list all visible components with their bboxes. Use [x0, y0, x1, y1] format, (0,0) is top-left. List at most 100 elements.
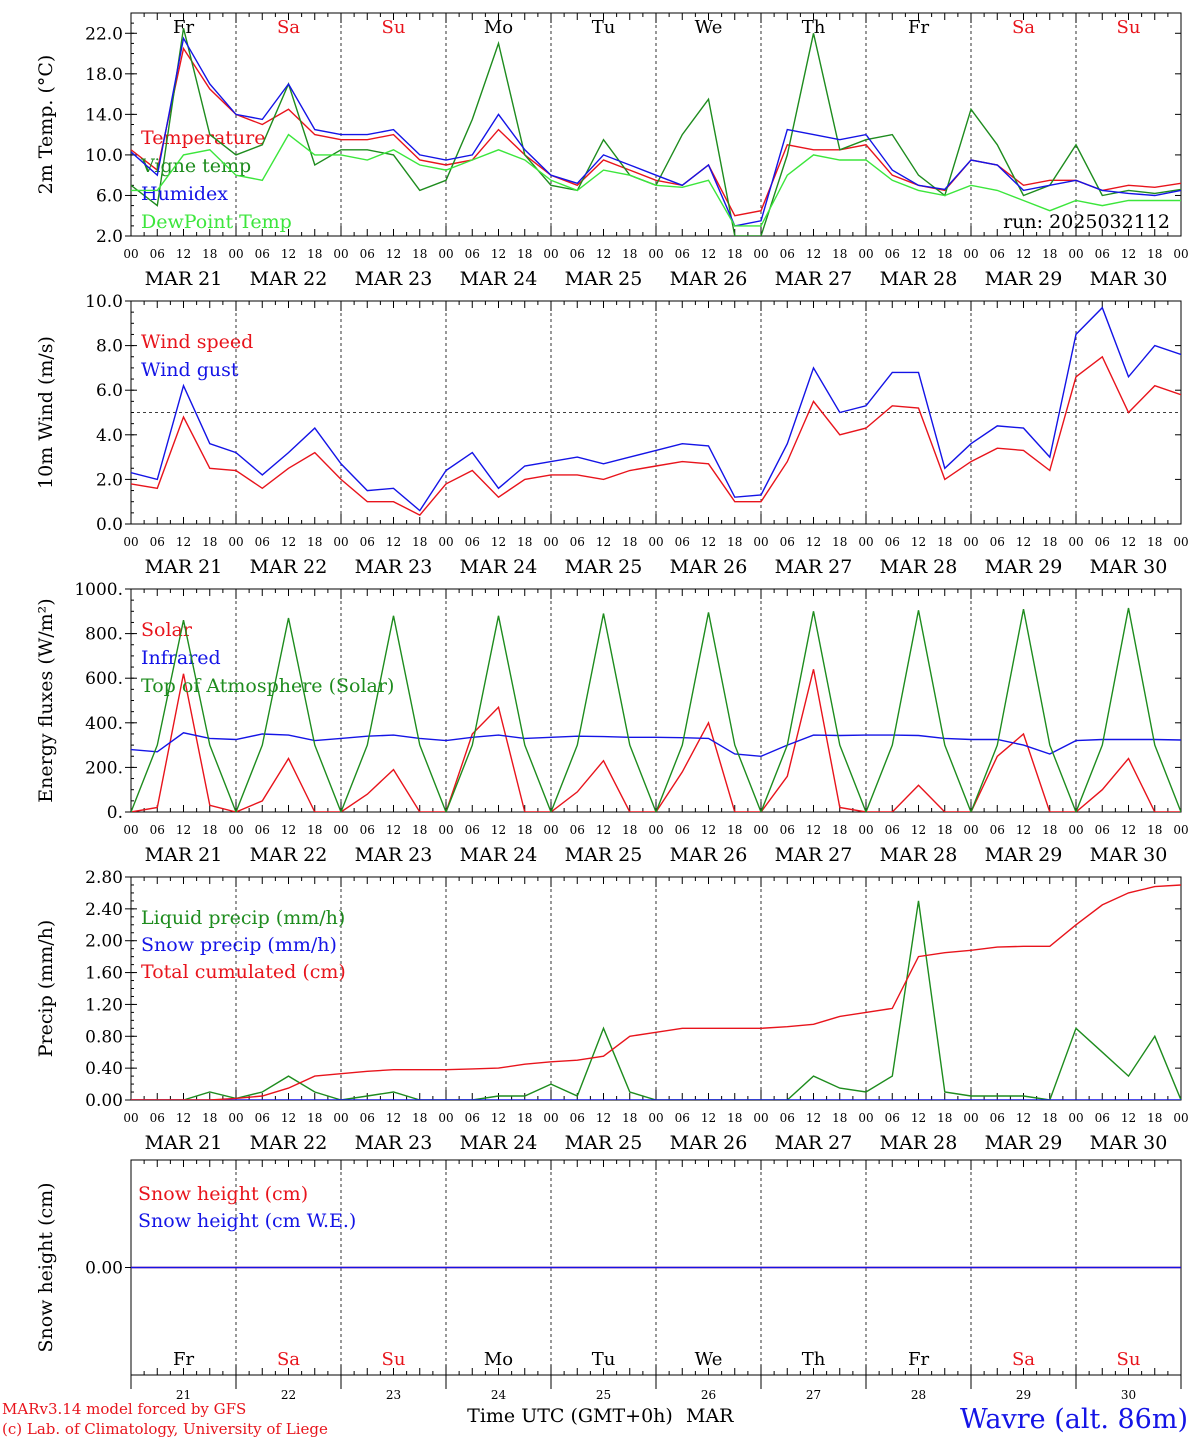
hour-label: 12: [911, 535, 926, 549]
hour-label: 12: [911, 247, 926, 261]
date-label: MAR 24: [460, 1132, 538, 1154]
hour-label: 00: [438, 1111, 453, 1125]
y-tick-label: 0.00: [85, 1091, 123, 1111]
hour-label: 12: [386, 247, 401, 261]
day-number-label: 29: [1016, 1388, 1031, 1402]
legend-entry: DewPoint Temp: [141, 211, 292, 233]
hour-label: 00: [333, 1111, 348, 1125]
hour-label: 18: [202, 1111, 217, 1125]
date-label: MAR 21: [145, 556, 223, 578]
hour-label: 18: [1042, 535, 1057, 549]
hour-label: 00: [228, 1111, 243, 1125]
hour-label: 12: [281, 535, 296, 549]
hour-label: 18: [307, 247, 322, 261]
date-label: MAR 30: [1090, 844, 1168, 866]
y-tick-label: 10.0: [85, 146, 123, 166]
date-label: MAR 22: [250, 1132, 328, 1154]
hour-label: 00: [543, 535, 558, 549]
hour-label: 12: [701, 1111, 716, 1125]
hour-label: 12: [701, 247, 716, 261]
date-label: MAR 21: [145, 844, 223, 866]
panel-1: 22.0 18.0 14.0 10.0 6.0 2.0 2m Temp. (°C) 00 06 1…: [35, 12, 1189, 290]
day-number-label: 30: [1121, 1388, 1136, 1402]
y-tick-label: 1.20: [85, 995, 123, 1015]
hour-label: 18: [307, 823, 322, 837]
day-number-label: 27: [806, 1388, 821, 1402]
hour-label: 00: [543, 823, 558, 837]
hour-label: 06: [570, 535, 585, 549]
hour-label: 18: [307, 1111, 322, 1125]
hour-label: 06: [360, 535, 375, 549]
date-label: MAR 27: [775, 556, 853, 578]
hour-label: 18: [1147, 1111, 1162, 1125]
weekday-label: Su: [382, 17, 406, 38]
date-label: MAR 26: [670, 556, 748, 578]
hour-label: 12: [806, 535, 821, 549]
date-label: MAR 25: [565, 268, 643, 290]
model-credit: MARv3.14 model forced by GFS: [2, 1400, 246, 1418]
hour-label: 18: [727, 247, 742, 261]
hour-label: 00: [1173, 823, 1188, 837]
weekday-label: Tu: [592, 17, 616, 38]
panel-5: 0.00 Snow height (cm) Fr 21 Sa 22 Su 23 Mo 24 Tu 25…: [35, 1159, 1182, 1402]
hour-label: 00: [648, 823, 663, 837]
hour-label: 12: [386, 535, 401, 549]
hour-label: 06: [990, 1111, 1005, 1125]
hour-label: 12: [596, 535, 611, 549]
hour-label: 18: [727, 535, 742, 549]
date-label: MAR 22: [250, 556, 328, 578]
hour-label: 18: [832, 535, 847, 549]
hour-label: 12: [386, 823, 401, 837]
date-label: MAR 24: [460, 844, 538, 866]
legend-entry: Snow precip (mm/h): [141, 934, 337, 956]
weekday-label: Mo: [484, 1349, 513, 1370]
hour-label: 18: [517, 1111, 532, 1125]
series-line: [131, 355, 1181, 516]
x-axis-label: Time UTC (GMT+0h): [467, 1405, 673, 1427]
weekday-label: Th: [802, 17, 826, 38]
hour-label: 00: [753, 247, 768, 261]
hour-label: 18: [412, 535, 427, 549]
hour-label: 00: [438, 247, 453, 261]
weekday-label: We: [695, 17, 723, 38]
hour-label: 00: [1173, 1111, 1188, 1125]
date-label: MAR 26: [670, 844, 748, 866]
hour-label: 06: [780, 247, 795, 261]
series-line: [131, 36, 1181, 227]
series-line: [131, 884, 1181, 1100]
y-tick-label: 200.: [85, 758, 123, 778]
series-line: [131, 669, 1181, 812]
date-label: MAR 24: [460, 268, 538, 290]
legend-entry: Wind gust: [141, 359, 239, 381]
hour-label: 00: [963, 823, 978, 837]
hour-label: 00: [228, 535, 243, 549]
y-tick-label: 2.0: [96, 470, 123, 490]
hour-label: 12: [1121, 1111, 1136, 1125]
legend-entry: Snow height (cm W.E.): [138, 1210, 356, 1232]
hour-label: 06: [150, 823, 165, 837]
y-tick-label: 1000.: [74, 580, 123, 600]
date-label: MAR 26: [670, 268, 748, 290]
y-tick-label: 400.: [85, 714, 123, 734]
hour-label: 00: [1068, 247, 1083, 261]
hour-label: 18: [1147, 247, 1162, 261]
hour-label: 06: [150, 1111, 165, 1125]
hour-label: 06: [465, 1111, 480, 1125]
weekday-label: Sa: [277, 17, 300, 38]
date-label: MAR 25: [565, 556, 643, 578]
hour-label: 06: [990, 823, 1005, 837]
hour-label: 18: [517, 823, 532, 837]
hour-label: 12: [176, 247, 191, 261]
y-tick-label: 1.60: [85, 964, 123, 984]
hour-label: 18: [307, 535, 322, 549]
weekday-label: Sa: [1012, 17, 1035, 38]
y-tick-label: 4.0: [96, 426, 123, 446]
hour-label: 06: [570, 823, 585, 837]
hour-label: 06: [255, 1111, 270, 1125]
hour-label: 00: [438, 535, 453, 549]
hour-label: 06: [1095, 1111, 1110, 1125]
day-number-label: 21: [176, 1388, 191, 1402]
hour-label: 06: [780, 1111, 795, 1125]
hour-label: 06: [570, 1111, 585, 1125]
